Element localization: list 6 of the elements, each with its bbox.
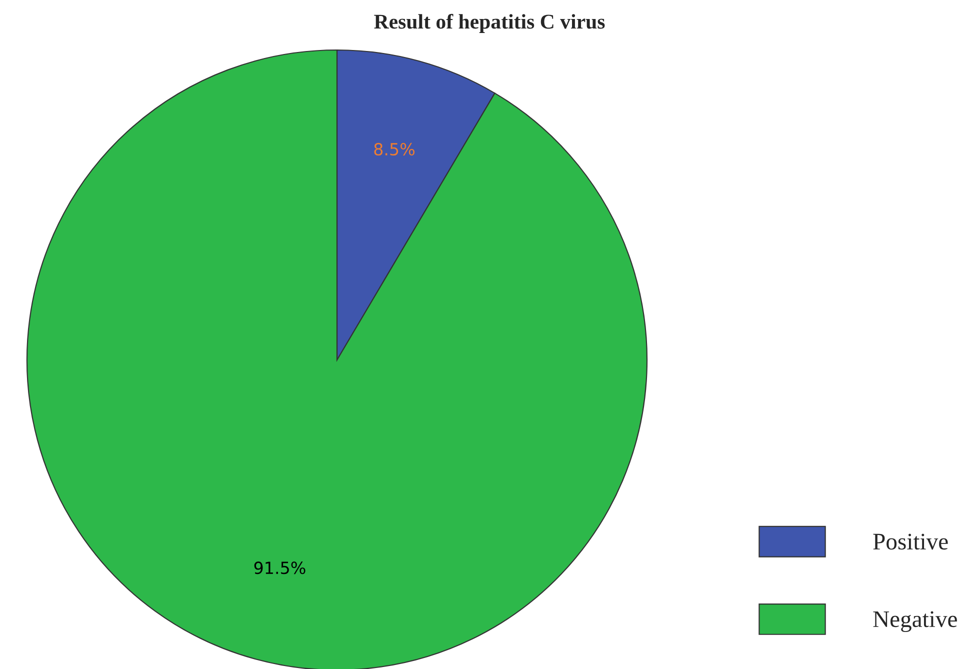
data-label: 8.5% [374, 142, 415, 156]
legend-label: Negative [873, 611, 957, 632]
legend-label: Positive [873, 534, 948, 550]
data-label: 91.5% [254, 562, 306, 574]
pie-slice [26, 49, 648, 669]
chart-title: Result of hepatitis C virus [374, 14, 605, 33]
